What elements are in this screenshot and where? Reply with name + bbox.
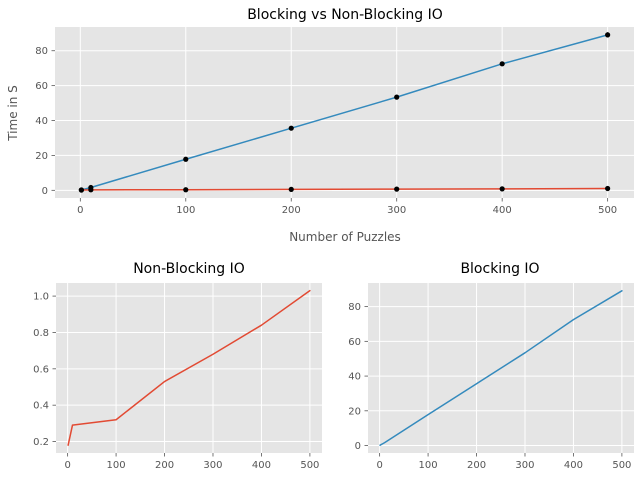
non-blocking-y-tick-label: 0.8 xyxy=(33,328,49,339)
non-blocking-y-tick-label: 1.0 xyxy=(33,292,49,303)
blocking-y-tick-label: 60 xyxy=(348,337,361,348)
non-blocking-x-tick-label: 500 xyxy=(300,460,319,471)
combined-data-point xyxy=(88,187,94,193)
combined-x-tick-label: 500 xyxy=(598,205,617,216)
combined-y-tick-label: 60 xyxy=(35,81,48,92)
combined-y-tick-label: 0 xyxy=(42,186,48,197)
combined-x-tick-label: 400 xyxy=(493,205,512,216)
non-blocking-chart-title: Non-Blocking IO xyxy=(133,261,245,277)
blocking-x-tick-label: 400 xyxy=(564,460,583,471)
combined-x-tick-label: 200 xyxy=(282,205,301,216)
blocking-x-tick-label: 500 xyxy=(612,460,631,471)
combined-chart-y-axis-label: Time in S xyxy=(6,85,20,142)
combined-x-tick-label: 300 xyxy=(387,205,406,216)
blocking-y-tick-label: 40 xyxy=(348,372,361,383)
combined-data-point xyxy=(78,187,84,193)
combined-chart-x-axis-label: Number of Puzzles xyxy=(289,230,401,244)
blocking-y-tick-label: 0 xyxy=(355,441,361,452)
combined-data-point xyxy=(183,156,189,162)
non-blocking-x-tick-label: 100 xyxy=(107,460,126,471)
blocking-series-line-0 xyxy=(379,290,623,446)
combined-chart-title: Blocking vs Non-Blocking IO xyxy=(247,7,443,23)
blocking-y-tick-label: 80 xyxy=(348,302,361,313)
blocking-x-tick-label: 200 xyxy=(467,460,486,471)
blocking-chart-title: Blocking IO xyxy=(460,261,539,277)
blocking-x-tick-label: 100 xyxy=(419,460,438,471)
combined-data-point xyxy=(499,186,505,192)
combined-data-point xyxy=(183,187,189,193)
non-blocking-y-tick-label: 0.4 xyxy=(33,401,49,412)
non-blocking-x-tick-label: 0 xyxy=(64,460,70,471)
non-blocking-x-tick-label: 400 xyxy=(252,460,271,471)
combined-data-point xyxy=(499,61,505,67)
combined-y-tick-label: 20 xyxy=(35,151,48,162)
combined-chart: Blocking vs Non-Blocking IO Number of Pu… xyxy=(6,7,634,244)
combined-data-point xyxy=(605,185,611,192)
non-blocking-x-tick-label: 200 xyxy=(155,460,174,471)
non-blocking-chart: Non-Blocking IO 0 100 200 300 400 500 0.2 0.4 0.… xyxy=(33,261,322,471)
combined-y-tick-label: 80 xyxy=(35,46,48,57)
combined-data-point xyxy=(288,125,294,131)
combined-x-tick-label: 0 xyxy=(77,205,83,216)
combined-data-point xyxy=(605,32,611,38)
non-blocking-x-tick-label: 300 xyxy=(203,460,222,471)
combined-data-point xyxy=(394,94,400,100)
non-blocking-y-tick-label: 0.6 xyxy=(33,364,49,375)
non-blocking-series-line-0 xyxy=(67,289,311,446)
blocking-chart: Blocking IO 0 100 200 300 400 500 0 20 40 60 80 xyxy=(348,261,634,471)
combined-data-point xyxy=(288,186,294,192)
combined-data-point xyxy=(394,186,400,192)
blocking-x-tick-label: 0 xyxy=(376,460,382,471)
combined-y-tick-label: 40 xyxy=(35,116,48,127)
non-blocking-y-tick-label: 0.2 xyxy=(33,437,49,448)
blocking-x-tick-label: 300 xyxy=(515,460,534,471)
combined-x-tick-label: 100 xyxy=(176,205,195,216)
blocking-y-tick-label: 20 xyxy=(348,406,361,417)
